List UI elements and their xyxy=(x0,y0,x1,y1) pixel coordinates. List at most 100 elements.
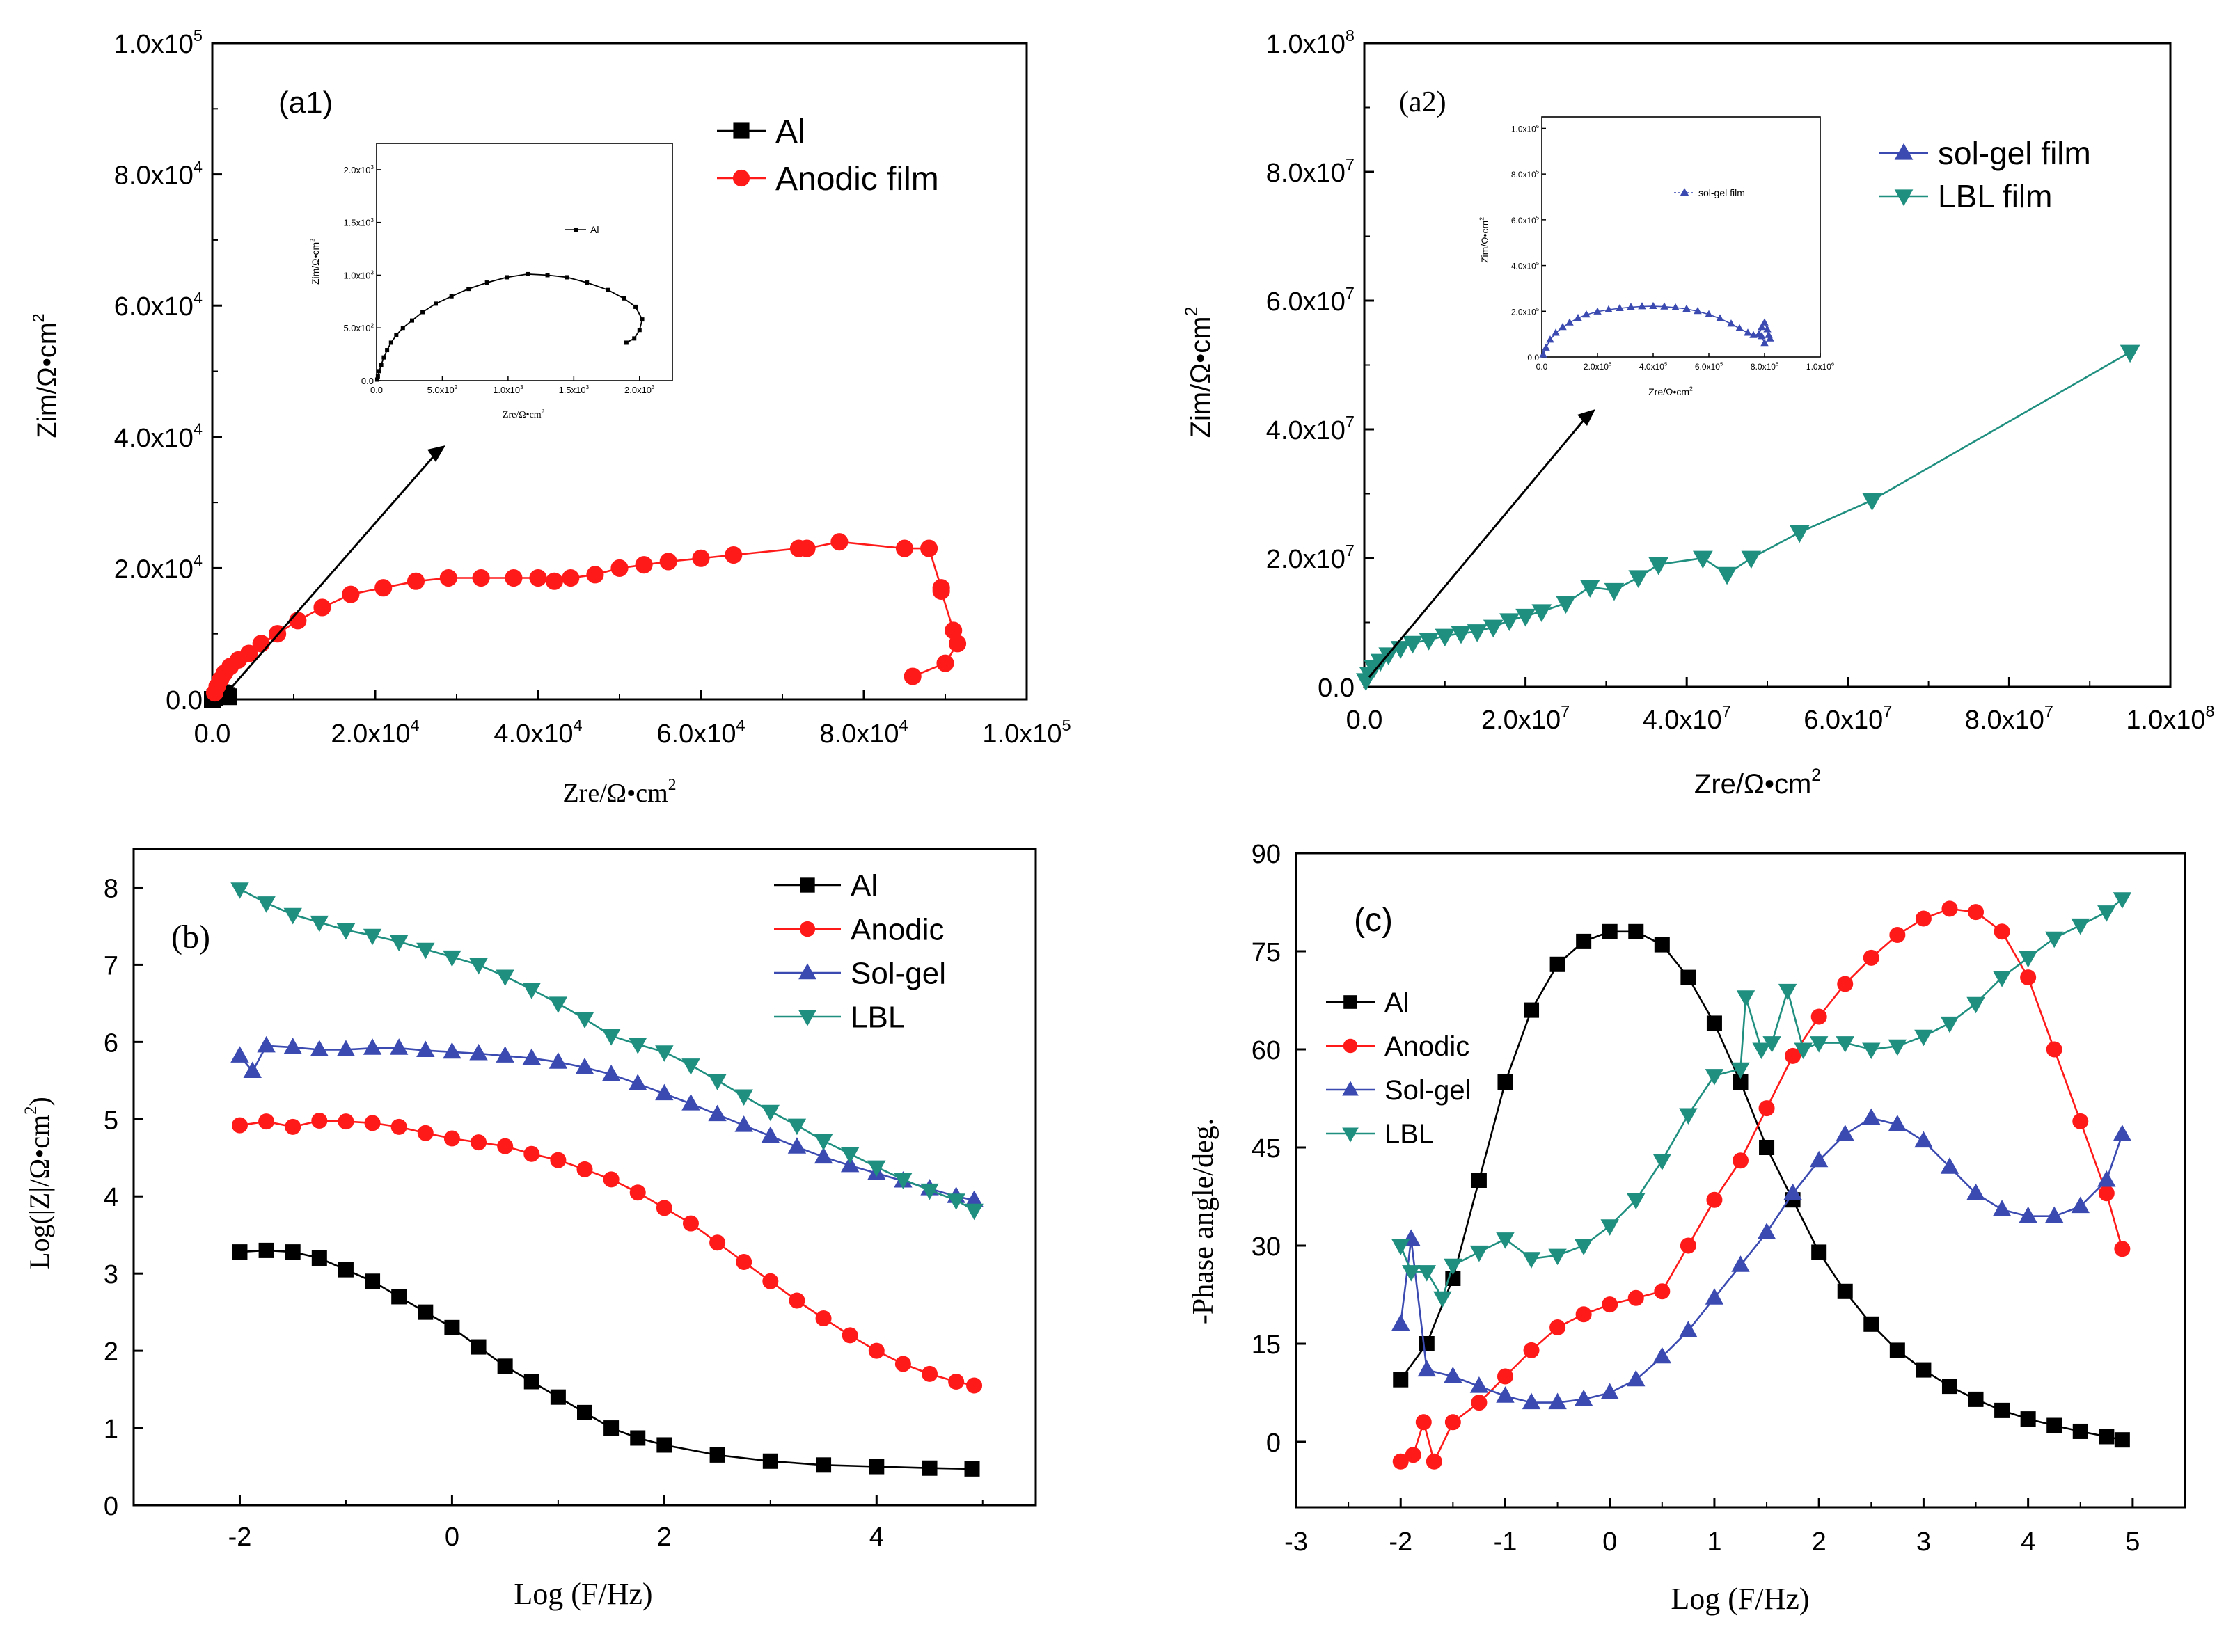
x-tick-label-a2-1: 2.0x107 xyxy=(1481,702,1570,735)
data-point-lbl-16 xyxy=(1736,990,1755,1007)
inset-x-tick-label-a2-2-exp: 5 xyxy=(1664,361,1667,367)
x-tick-label-a1-5-exp: 5 xyxy=(1062,716,1071,734)
data-point-anodic-25 xyxy=(1994,923,2010,940)
panel-label-a2: (a2) xyxy=(1399,86,1446,118)
inset-x-tick-label-a2-1: 2.0x105 xyxy=(1584,361,1611,372)
data-point-al-7 xyxy=(418,1304,434,1320)
data-point-lbl-film-25 xyxy=(2120,344,2140,363)
data-point-sol-gel-8 xyxy=(1574,1389,1593,1406)
data-point-lbl-4 xyxy=(336,923,356,940)
y-tick-label-a1-5-exp: 5 xyxy=(194,26,203,45)
data-point-al-25 xyxy=(2046,1417,2062,1433)
data-point-anodic-19 xyxy=(736,1254,752,1271)
data-point-sol-gel-26 xyxy=(2044,1206,2064,1223)
inset-y-axis-label-a2-exp: 2 xyxy=(1478,217,1485,221)
data-point-lbl-3 xyxy=(310,915,329,932)
data-point-anodic-18 xyxy=(1810,1008,1827,1025)
inset-y-tick-label-a2-0: 0.0 xyxy=(1527,353,1539,363)
data-point-anodic-4 xyxy=(338,1113,354,1130)
inset-x-tick-label-a2-3-exp: 5 xyxy=(1720,361,1723,367)
data-point-sol-gel-16 xyxy=(1783,1183,1802,1200)
data-point-anodic-15 xyxy=(629,1184,646,1201)
data-point-al-10 xyxy=(1654,937,1670,953)
data-point-lbl-film-15 xyxy=(1556,596,1576,614)
x-tick-label-a2-3: 6.0x107 xyxy=(1804,702,1892,735)
data-point-lbl-18 xyxy=(1762,1036,1781,1053)
data-point-sol-gel-23 xyxy=(1966,1183,1985,1200)
inset-data-point-a1-17 xyxy=(545,273,550,278)
x-tick-label-b-3: 4 xyxy=(869,1523,884,1552)
data-point-anodic-10 xyxy=(497,1138,514,1154)
data-point-lbl-25 xyxy=(1914,1029,1933,1047)
inset-data-point-a1-15 xyxy=(505,275,509,280)
data-point-lbl-film-17 xyxy=(1604,582,1625,601)
legend-marker-2 xyxy=(1342,1081,1359,1096)
data-point-anodic-film-23 xyxy=(659,553,677,571)
inset-y-tick-label-a1-1-exp: 2 xyxy=(371,322,374,328)
data-point-anodic-0 xyxy=(1392,1453,1409,1470)
data-point-anodic-11 xyxy=(523,1145,540,1162)
data-point-anodic-film-13 xyxy=(407,572,425,590)
inset-data-point-a2-11 xyxy=(1627,303,1635,310)
inset-y-tick-label-a1-0: 0.0 xyxy=(361,376,374,386)
data-point-al-4 xyxy=(1497,1074,1513,1090)
y-tick-label-b-3: 3 xyxy=(104,1260,118,1289)
data-point-anodic-4 xyxy=(1444,1414,1461,1431)
y-tick-label-b-7: 7 xyxy=(104,951,118,980)
data-point-al-1 xyxy=(258,1242,274,1258)
legend-marker-1 xyxy=(1343,1038,1358,1054)
data-point-lbl-film-20 xyxy=(1693,550,1713,569)
data-point-sol-gel-27 xyxy=(2071,1196,2090,1214)
data-point-sol-gel-19 xyxy=(1862,1108,1881,1125)
inset-x-tick-label-a2-5: 1.0x106 xyxy=(1806,361,1834,372)
data-point-lbl-31 xyxy=(2071,918,2090,935)
data-point-al-21 xyxy=(1941,1379,1957,1395)
inset-x-tick-label-a1-1-exp: 2 xyxy=(455,384,458,390)
x-tick-label-a1-1: 2.0x104 xyxy=(331,716,419,749)
data-point-lbl-11 xyxy=(522,983,541,999)
data-point-lbl-film-6 xyxy=(1403,635,1423,654)
legend-label-3: LBL xyxy=(851,1000,905,1034)
data-point-sol-gel-15 xyxy=(601,1064,621,1081)
inset-data-point-a2-14 xyxy=(1660,302,1668,310)
data-point-lbl-film-11 xyxy=(1483,619,1504,638)
inset-data-point-a1-18 xyxy=(565,275,569,280)
x-tick-label-a2-0-text: 0.0 xyxy=(1346,706,1383,735)
data-point-lbl-22 xyxy=(814,1134,833,1151)
data-point-al-22 xyxy=(1968,1391,1984,1407)
data-point-lbl-16 xyxy=(655,1045,674,1062)
data-point-anodic-29 xyxy=(2098,1185,2115,1202)
data-point-lbl-13 xyxy=(1679,1108,1698,1125)
pointer-arrow-a1 xyxy=(223,452,439,697)
data-point-anodic-film-9 xyxy=(289,612,307,630)
data-point-anodic-30 xyxy=(2114,1241,2131,1257)
data-point-al-9 xyxy=(471,1339,487,1355)
y-tick-label-a2-5-text: 1.0x10 xyxy=(1266,30,1346,59)
plot-frame-c xyxy=(1295,852,2186,1509)
y-tick-label-a2-3-exp: 7 xyxy=(1346,284,1355,302)
data-point-al-17 xyxy=(709,1447,725,1463)
legend-label-0: Al xyxy=(851,868,878,903)
y-tick-label-a2-1-text: 2.0x10 xyxy=(1266,545,1346,574)
data-point-anodic-2 xyxy=(1415,1414,1432,1431)
data-point-anodic-14 xyxy=(1706,1191,1723,1208)
data-point-al-26 xyxy=(2072,1423,2088,1439)
legend-label-0: Al xyxy=(1384,987,1410,1018)
data-point-lbl-film-7 xyxy=(1419,633,1439,651)
y-tick-label-c-6: 90 xyxy=(1252,840,1281,869)
x-tick-label-a2-2-text: 4.0x10 xyxy=(1643,706,1722,735)
inset-data-point-a2-31 xyxy=(1758,332,1766,340)
inset-data-point-a2-27 xyxy=(1763,325,1772,333)
inset-y-tick-label-a2-1: 2.0x105 xyxy=(1511,306,1539,317)
legend-marker-0 xyxy=(733,122,750,139)
y-tick-label-a2-2-text: 4.0x10 xyxy=(1266,416,1346,445)
data-point-sol-gel-18 xyxy=(1836,1125,1854,1141)
x-tick-label-a2-3-text: 6.0x10 xyxy=(1804,706,1883,735)
inset-y-tick-label-a2-1-text: 2.0x10 xyxy=(1511,307,1536,317)
x-tick-label-a1-4-exp: 4 xyxy=(899,716,908,734)
data-point-lbl-7 xyxy=(416,942,435,960)
data-point-sol-gel-25 xyxy=(2019,1206,2037,1223)
data-point-anodic-film-21 xyxy=(610,559,629,577)
y-tick-label-a1-0-text: 0.0 xyxy=(166,686,203,715)
data-point-al-16 xyxy=(1811,1244,1827,1260)
